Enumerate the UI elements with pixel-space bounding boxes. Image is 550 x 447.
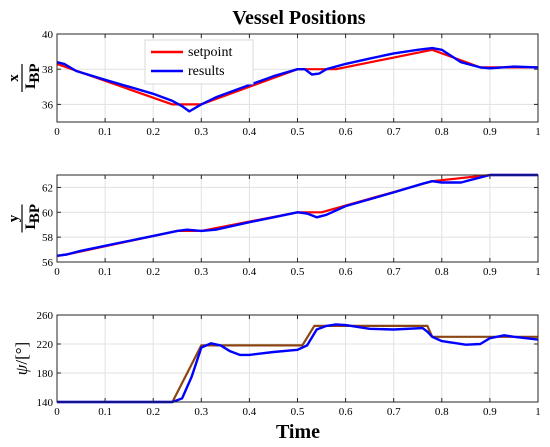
x-position-xtick-label: 0.7	[387, 126, 401, 138]
x-position-xtick-label: 0.8	[435, 126, 449, 138]
x-position-ylabel-denominator: L	[23, 79, 39, 89]
y-position-xtick-label: 0.4	[243, 266, 257, 278]
y-position-ytick-label: 58	[42, 232, 54, 244]
legend: setpoint results	[144, 39, 254, 85]
heading-ytick-label: 140	[37, 397, 54, 409]
heading-xtick-label: 0	[54, 406, 60, 418]
heading-xtick-label: 0.2	[146, 406, 160, 418]
heading-ylabel-unit: /[°]	[12, 342, 31, 365]
x-position-xtick-label: 0.2	[146, 126, 160, 138]
x-position-xtick-label: 1	[535, 126, 541, 138]
y-position-xtick-label: 0.8	[435, 266, 449, 278]
y-position-xtick-label: 0.9	[483, 266, 497, 278]
x-position-xtick-label: 0	[54, 126, 60, 138]
heading-ytick-label: 220	[37, 339, 54, 351]
x-position-ylabel-subscript: BP	[27, 63, 43, 82]
y-position-panel: 0 0.1 0.2 0.3 0.4 0.5 0.6 0.7 0.8 0.9 1 56 58 60 62 yLB…	[6, 173, 541, 278]
x-position-xtick-label: 0.1	[98, 126, 112, 138]
x-position-xtick-label: 0.5	[291, 126, 305, 138]
heading-xtick-label: 0.7	[387, 406, 401, 418]
x-position-ytick-label: 40	[42, 29, 54, 41]
x-position-ylabel-numerator: x	[6, 74, 22, 82]
y-position-xtick-label: 0.5	[291, 266, 305, 278]
heading-xtick-label: 0.3	[194, 406, 208, 418]
x-position-xtick-label: 0.4	[243, 126, 257, 138]
heading-ylabel-symbol: ψ	[12, 364, 31, 375]
y-position-results-line	[57, 173, 538, 258]
y-position-xtick-label: 0.7	[387, 266, 401, 278]
legend-box	[144, 39, 254, 85]
heading-xtick-label: 0.6	[339, 406, 353, 418]
y-position-xtick-label: 0.1	[98, 266, 112, 278]
heading-panel: 0 0.1 0.2 0.3 0.4 0.5 0.6 0.7 0.8 0.9 1 140 180 220 26…	[12, 310, 541, 418]
y-position-xtick-label: 0	[54, 266, 60, 278]
x-position-xtick-label: 0.6	[339, 126, 353, 138]
x-axis-title: Time	[276, 421, 320, 443]
legend-label-results: results	[188, 64, 225, 79]
y-position-xtick-label: 0.2	[146, 266, 160, 278]
x-position-ytick-label: 38	[42, 64, 54, 76]
heading-xtick-label: 0.5	[291, 406, 305, 418]
x-position-results-line	[57, 46, 538, 113]
heading-xtick-label: 0.9	[483, 406, 497, 418]
legend-label-setpoint: setpoint	[188, 45, 232, 60]
figure-title: Vessel Positions	[232, 7, 365, 29]
y-position-ylabel-subscript: BP	[27, 204, 43, 223]
y-position-xtick-label: 0.6	[339, 266, 353, 278]
x-position-xtick-label: 0.3	[194, 126, 208, 138]
heading-xtick-label: 1	[535, 406, 541, 418]
heading-xtick-label: 0.8	[435, 406, 449, 418]
y-position-ylabel-numerator: y	[6, 214, 22, 222]
heading-ytick-label: 260	[37, 310, 54, 322]
heading-ytick-label: 180	[37, 368, 54, 380]
y-position-ytick-label: 56	[42, 257, 54, 269]
y-position-ytick-label: 62	[42, 182, 53, 194]
y-position-ytick-label: 60	[42, 207, 54, 219]
heading-xtick-label: 0.1	[98, 406, 112, 418]
y-position-ylabel-denominator: L	[23, 219, 39, 229]
heading-results-line	[57, 323, 538, 404]
x-position-xtick-label: 0.9	[483, 126, 497, 138]
y-position-xtick-label: 1	[535, 266, 541, 278]
y-position-xtick-label: 0.3	[194, 266, 208, 278]
x-position-ytick-label: 36	[42, 99, 54, 111]
heading-xtick-label: 0.4	[243, 406, 257, 418]
heading-ylabel: ψ/[°]	[12, 342, 31, 375]
